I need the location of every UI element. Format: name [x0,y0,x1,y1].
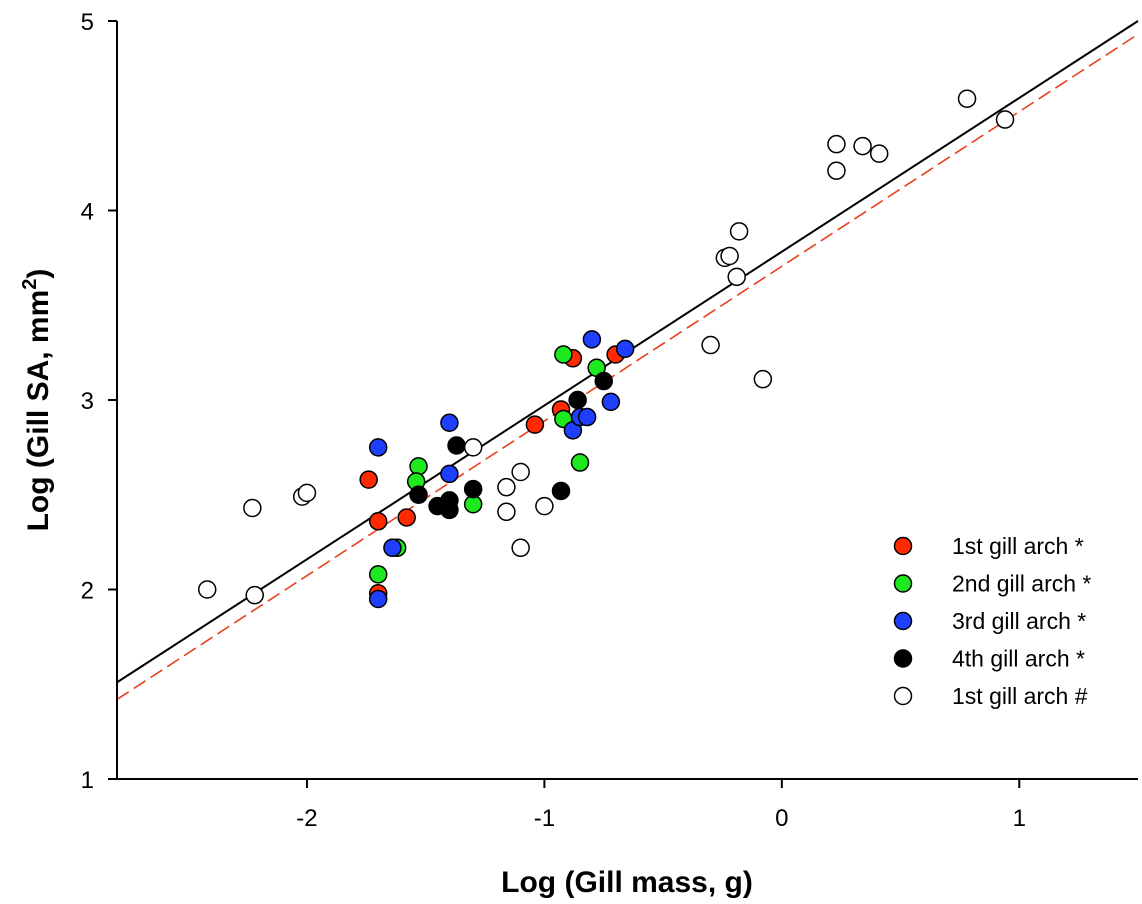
data-point [594,371,614,391]
data-point [511,462,530,482]
data-point [525,415,545,434]
y-axis-title-main: Log (Gill SA, mm [22,290,55,532]
y-axis-title-end: ) [22,269,55,279]
series-3 [368,330,635,609]
x-tick-label: -2 [296,805,317,832]
data-point [720,246,739,266]
data-point [582,330,602,349]
data-point [853,136,872,156]
data-point [615,339,635,359]
data-point [359,470,378,489]
data-point [368,565,388,584]
data-point [368,512,388,531]
series-4 [409,371,614,520]
data-point [197,580,217,599]
data-point [568,390,587,410]
data-point [243,498,262,518]
legend-marker [893,574,913,593]
x-tick-label: 0 [775,805,788,832]
data-point [409,485,428,504]
data-point [297,483,317,503]
legend-marker [893,536,913,556]
data-point [463,438,483,457]
data-point [447,436,466,455]
series-1 [359,345,625,603]
data-point [727,267,746,287]
data-point [383,538,402,558]
y-tick-label: 5 [81,9,94,36]
data-point [440,491,459,510]
data-point [827,161,846,180]
x-tick-label: 1 [1013,805,1026,832]
data-point [995,110,1015,129]
y-axis-title-sup: 2 [19,279,41,290]
legend-label: 1st gill arch # [952,683,1088,709]
data-point [440,464,459,484]
data-point [511,538,530,558]
data-point [827,134,846,154]
data-point [397,508,416,527]
data-point [497,502,516,522]
series-5 [197,89,1015,605]
legend-label: 3rd gill arch * [952,608,1086,634]
data-point [601,392,621,412]
data-point [440,413,459,432]
legend-label: 4th gill arch * [952,646,1085,672]
data-point [869,144,889,163]
series-2 [368,345,606,584]
data-point [554,345,573,364]
data-points [197,89,1015,609]
data-point [957,89,977,108]
data-point [409,457,428,476]
y-tick-label: 2 [81,578,94,605]
legend-marker [893,686,913,706]
legend: 1st gill arch * 2nd gill arch * 3rd gill a… [893,533,1091,709]
data-point [368,589,388,609]
data-point [577,407,597,427]
data-point [463,479,483,499]
data-point [753,369,773,389]
data-point [535,496,554,516]
data-point [701,335,720,355]
data-point [497,477,516,497]
legend-label: 1st gill arch * [952,533,1084,559]
y-axis-title: Log (Gill SA, mm2) [19,269,55,532]
y-tick-label: 1 [81,767,94,794]
y-tick-label: 3 [81,388,94,415]
x-axis-title: Log (Gill mass, g) [501,866,753,899]
dashed-regression-line [116,33,1139,701]
x-tick-label: -1 [534,805,555,832]
data-point [368,438,388,457]
y-ticks: 1 2 3 4 5 [81,9,117,794]
data-point [570,453,590,472]
data-point [551,481,571,501]
y-tick-label: 4 [81,199,94,226]
legend-marker [893,611,913,631]
legend-label: 2nd gill arch * [952,571,1091,597]
data-point [729,222,749,241]
x-ticks: -2 -1 0 1 [296,779,1026,832]
fit-lines [116,20,1139,701]
legend-marker [893,649,913,668]
data-point [245,585,264,605]
